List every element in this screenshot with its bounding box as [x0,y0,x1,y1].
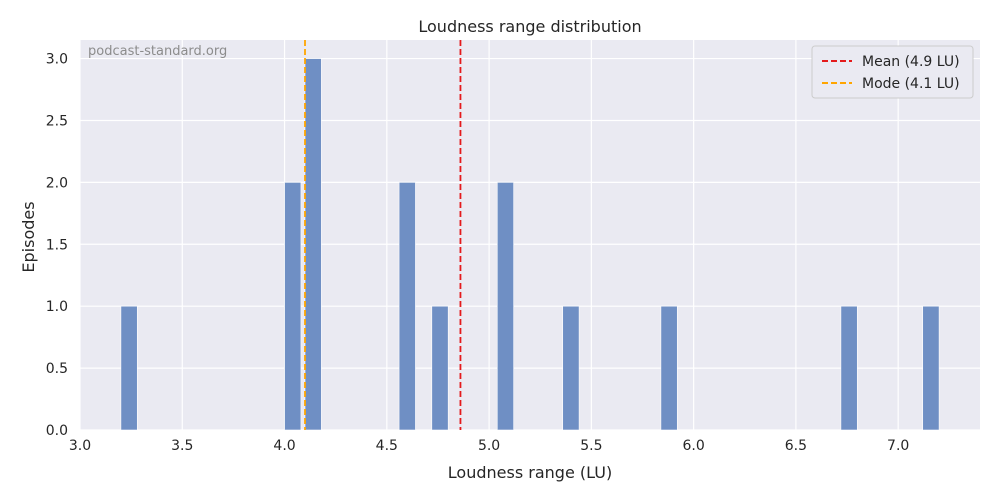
histogram-bar [431,305,449,431]
legend: Mean (4.9 LU) Mode (4.1 LU) [811,45,974,99]
y-tick-labels: 0.0 0.5 1.0 1.5 2.0 2.5 3.0 [46,52,68,439]
plot-background [80,40,980,430]
x-tick-label: 3.0 [69,438,91,454]
x-axis-label: Loudness range (LU) [448,463,612,482]
bars-group [120,58,940,431]
y-tick-label: 1.5 [46,237,68,253]
histogram-bar [304,58,322,431]
y-tick-label: 0.0 [46,423,68,439]
x-tick-label: 6.0 [683,438,705,454]
x-tick-label: 6.5 [785,438,807,454]
y-tick-label: 3.0 [46,52,68,68]
legend-mean-label: Mean (4.9 LU) [862,54,960,70]
reference-lines [304,40,462,430]
x-tick-label: 7.0 [887,438,909,454]
x-tick-labels: 3.0 3.5 4.0 4.5 5.0 5.5 6.0 6.5 7.0 [69,438,909,454]
y-tick-label: 0.5 [46,361,68,377]
histogram-bar [660,305,678,431]
chart-title: Loudness range distribution [418,17,641,36]
x-tick-label: 5.0 [478,438,500,454]
histogram-bar [284,182,302,431]
x-tick-label: 4.0 [273,438,295,454]
x-tick-label: 5.5 [580,438,602,454]
watermark: podcast-standard.org [88,44,227,59]
y-tick-label: 2.5 [46,113,68,129]
histogram-bar [922,305,940,431]
legend-box [811,45,974,99]
grid-lines [79,40,980,431]
histogram-bar [496,182,514,431]
legend-mode-label: Mode (4.1 LU) [862,76,960,92]
histogram-bar [840,305,858,431]
histogram-bar [398,182,416,431]
y-axis-label: Episodes [19,201,38,272]
y-tick-label: 2.0 [46,175,68,191]
x-tick-label: 4.5 [376,438,398,454]
y-tick-label: 1.0 [46,299,68,315]
histogram-bar [120,305,138,431]
histogram-bar [562,305,580,431]
x-tick-label: 3.5 [171,438,193,454]
